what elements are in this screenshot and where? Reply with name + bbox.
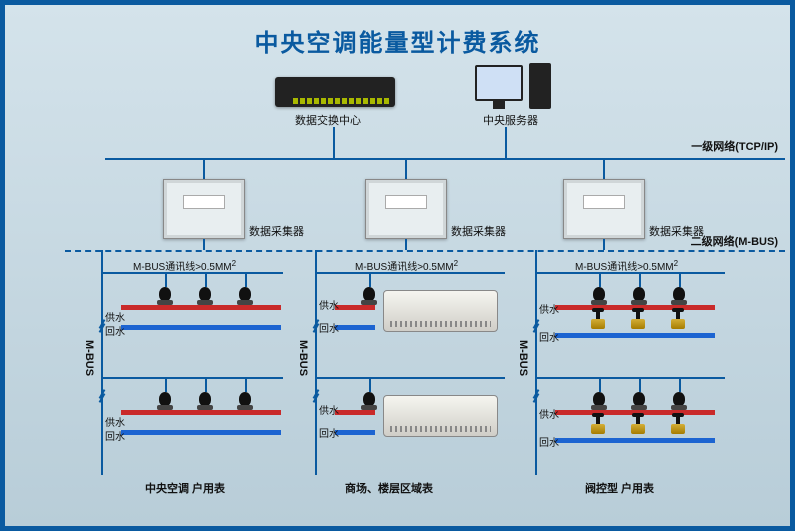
data-collector-icon: [563, 179, 645, 239]
server-monitor-icon: [475, 65, 523, 101]
supply-pipe: [335, 305, 375, 310]
collector-label-1: 数据采集器: [249, 223, 304, 239]
connector-line: [405, 239, 407, 250]
mbus-spec-1a: M-BUS通讯线>0.5MM2: [133, 258, 236, 273]
zone-top-line: [315, 377, 505, 379]
return-pipe: [335, 325, 375, 330]
meter-sensor-icon: [633, 287, 645, 301]
level1-trunk-line: [105, 158, 785, 160]
mbus-vertical-line: [101, 250, 103, 475]
mbus-vertical-label-3: M-BUS: [517, 340, 529, 376]
control-valve-icon: [591, 319, 605, 329]
mbus-vertical-line: [535, 250, 537, 475]
return-pipe: [121, 430, 281, 435]
level2-trunk-line: [65, 250, 785, 252]
meter-sensor-icon: [593, 287, 605, 301]
meter-sensor-icon: [593, 392, 605, 406]
supply-label: 供水: [539, 406, 559, 421]
mbus-spec-3a: M-BUS通讯线>0.5MM2: [575, 258, 678, 273]
supply-label: 供水: [319, 297, 339, 312]
connector-line: [603, 158, 605, 179]
return-label: 回水: [319, 320, 339, 335]
supply-pipe: [121, 410, 281, 415]
meter-sensor-icon: [239, 392, 251, 406]
column-label-3: 阀控型 户用表: [585, 480, 654, 496]
mbus-vertical-label-1: M-BUS: [83, 340, 95, 376]
supply-label: 供水: [105, 309, 125, 324]
monitor-stand-icon: [493, 101, 505, 109]
supply-label: 供水: [539, 301, 559, 316]
return-label: 回水: [319, 425, 339, 440]
meter-sensor-icon: [199, 392, 211, 406]
control-valve-icon: [631, 424, 645, 434]
column-label-1: 中央空调 户用表: [145, 480, 225, 496]
server-tower-icon: [529, 63, 551, 109]
connector-line: [405, 158, 407, 179]
column-label-2: 商场、楼层区域表: [345, 480, 433, 496]
level1-network-label: 一级网络(TCP/IP): [691, 138, 778, 154]
data-collector-icon: [365, 179, 447, 239]
connector-line: [203, 158, 205, 179]
control-valve-icon: [671, 424, 685, 434]
control-valve-icon: [591, 424, 605, 434]
return-pipe: [335, 430, 375, 435]
meter-sensor-icon: [633, 392, 645, 406]
supply-pipe: [121, 305, 281, 310]
connector-line: [203, 239, 205, 250]
data-collector-icon: [163, 179, 245, 239]
mbus-vertical-label-2: M-BUS: [297, 340, 309, 376]
connector-line: [505, 127, 507, 158]
supply-label: 供水: [105, 414, 125, 429]
meter-sensor-icon: [199, 287, 211, 301]
return-label: 回水: [539, 434, 559, 449]
zone-top-line: [101, 377, 283, 379]
meter-sensor-icon: [159, 287, 171, 301]
supply-pipe: [335, 410, 375, 415]
mbus-spec-2a: M-BUS通讯线>0.5MM2: [355, 258, 458, 273]
return-pipe: [555, 333, 715, 338]
meter-sensor-icon: [673, 392, 685, 406]
return-label: 回水: [105, 323, 125, 338]
zone-top-line: [535, 377, 725, 379]
return-label: 回水: [539, 329, 559, 344]
meter-sensor-icon: [239, 287, 251, 301]
server-label: 中央服务器: [483, 112, 538, 128]
fan-coil-unit-icon: [383, 395, 498, 437]
network-switch-icon: [275, 77, 395, 107]
control-valve-icon: [631, 319, 645, 329]
meter-sensor-icon: [673, 287, 685, 301]
meter-sensor-icon: [363, 392, 375, 406]
return-label: 回水: [105, 428, 125, 443]
meter-sensor-icon: [363, 287, 375, 301]
return-pipe: [121, 325, 281, 330]
fan-coil-unit-icon: [383, 290, 498, 332]
diagram-title: 中央空调能量型计费系统: [5, 23, 790, 58]
switch-label: 数据交换中心: [295, 112, 361, 128]
level2-network-label: 二级网络(M-BUS): [691, 233, 778, 249]
control-valve-icon: [671, 319, 685, 329]
return-pipe: [555, 438, 715, 443]
diagram-canvas: 中央空调能量型计费系统 数据交换中心 中央服务器 一级网络(TCP/IP) 数据…: [0, 0, 795, 531]
mbus-vertical-line: [315, 250, 317, 475]
supply-label: 供水: [319, 402, 339, 417]
collector-label-2: 数据采集器: [451, 223, 506, 239]
connector-line: [333, 127, 335, 158]
connector-line: [603, 239, 605, 250]
meter-sensor-icon: [159, 392, 171, 406]
